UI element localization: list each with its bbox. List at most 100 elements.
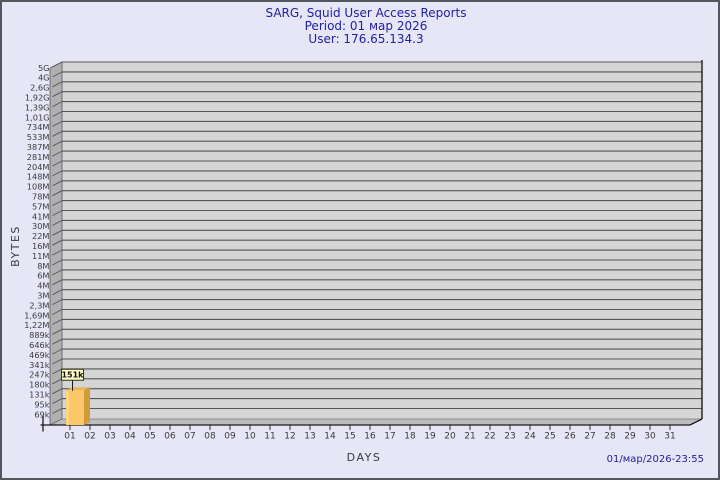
x-tick-label: 28: [604, 432, 616, 442]
y-tick: [52, 220, 63, 226]
x-tick-label: 22: [484, 432, 495, 442]
x-tick-label: 29: [624, 432, 636, 442]
y-tick-label: 16M: [32, 241, 49, 251]
y-tick: [52, 249, 63, 256]
y-tick-label: 247k: [29, 370, 50, 380]
y-tick-label: 646k: [29, 340, 50, 350]
y-tick-label: 889k: [29, 330, 50, 340]
y-tick: [52, 130, 63, 137]
x-tick-label: 08: [204, 432, 216, 442]
y-tick-label: 57M: [32, 201, 49, 211]
y-tick-label: 1,39G: [25, 102, 50, 112]
y-tick-label: 2,6G: [30, 83, 49, 93]
y-tick: [52, 338, 63, 345]
y-tick-label: 148M: [27, 172, 50, 182]
y-tick-label: 22M: [32, 231, 49, 241]
y-tick: [52, 388, 63, 395]
x-tick-label: 30: [644, 432, 656, 442]
y-tick: [52, 160, 63, 167]
x-tick-label: 15: [344, 432, 355, 442]
y-tick-label: 30M: [32, 221, 49, 231]
y-tick: [52, 81, 63, 88]
y-tick: [52, 348, 63, 355]
y-tick-label: 41M: [32, 211, 49, 221]
x-tick-label: 04: [124, 432, 136, 442]
y-tick: [52, 170, 63, 177]
y-tick: [52, 111, 63, 117]
x-tick-label: 16: [364, 432, 376, 442]
x-tick-label: 11: [264, 432, 275, 442]
x-axis-title: DAYS: [347, 451, 382, 464]
bar-value-box: [61, 368, 84, 381]
bar-highlight: [66, 391, 69, 425]
x-axis-line: [40, 418, 703, 426]
x-tick-label: 17: [384, 432, 395, 442]
x-tick-label: 12: [284, 432, 295, 442]
y-tick-label: 6M: [37, 271, 49, 281]
y-tick-label: 1,22M: [24, 320, 49, 330]
x-tick-label: 07: [184, 432, 195, 442]
y-tick-label: 1,69M: [24, 310, 49, 320]
x-tick-label: 02: [84, 432, 95, 442]
x-tick-label: 19: [424, 432, 436, 442]
y-tick-label: 131k: [29, 390, 50, 400]
x-tick-label: 31: [664, 432, 675, 442]
y-tick-label: 69k: [34, 409, 49, 419]
x-tick-label: 24: [524, 432, 536, 442]
y-tick-label: 341k: [29, 360, 50, 370]
y-tick: [52, 61, 63, 68]
y-tick: [52, 319, 63, 325]
x-tick-label: 21: [464, 432, 475, 442]
floor: [49, 418, 703, 426]
plot-area: 5G4G2,6G1,92G1,39G1,01G734M533M387M281M2…: [24, 60, 703, 442]
y-tick: [52, 229, 63, 236]
y-tick-label: 533M: [27, 132, 50, 142]
y-tick-label: 281M: [27, 152, 50, 162]
y-tick: [52, 259, 63, 266]
y-tick: [52, 309, 63, 315]
y-tick: [52, 239, 63, 246]
y-tick: [52, 279, 63, 286]
y-tick-label: 180k: [29, 380, 50, 390]
y-axis-title: BYTES: [9, 225, 22, 267]
y-tick: [52, 398, 63, 404]
y-tick: [52, 180, 63, 187]
y-tick: [52, 150, 63, 157]
x-tick-label: 27: [584, 432, 595, 442]
y-tick: [52, 358, 63, 365]
x-tick-label: 10: [244, 432, 256, 442]
x-tick-label: 25: [544, 432, 555, 442]
y-tick: [52, 378, 63, 385]
y-tick: [52, 408, 63, 414]
y-tick: [52, 200, 63, 206]
report-timestamp: 01/мар/2026-23:55: [607, 454, 704, 465]
y-tick-label: 95k: [34, 399, 49, 409]
y-tick: [52, 269, 63, 276]
chart-title: SARG, Squid User Access Reports: [265, 6, 466, 20]
y-tick-label: 387M: [27, 142, 50, 152]
y-tick: [52, 328, 63, 335]
y-tick: [52, 299, 63, 305]
y-tick: [52, 121, 63, 127]
y-tick-label: 204M: [27, 162, 50, 172]
bar: [66, 390, 84, 425]
y-tick: [52, 210, 63, 216]
x-tick-label: 09: [224, 432, 236, 442]
x-tick-label: 14: [324, 432, 336, 442]
x-tick-label: 18: [404, 432, 416, 442]
y-tick: [52, 140, 63, 147]
x-tick-label: 01: [64, 432, 75, 442]
y-tick-label: 8M: [37, 261, 49, 271]
y-tick-label: 4M: [37, 281, 49, 291]
x-tick-label: 13: [304, 432, 315, 442]
x-tick-label: 23: [504, 432, 515, 442]
y-tick: [52, 289, 63, 296]
y-tick: [52, 368, 63, 375]
y-tick-label: 1,92G: [25, 93, 50, 103]
y-tick-label: 1,01G: [25, 112, 50, 122]
x-tick-label: 05: [144, 432, 155, 442]
x-tick-label: 20: [444, 432, 456, 442]
y-tick: [52, 190, 63, 197]
